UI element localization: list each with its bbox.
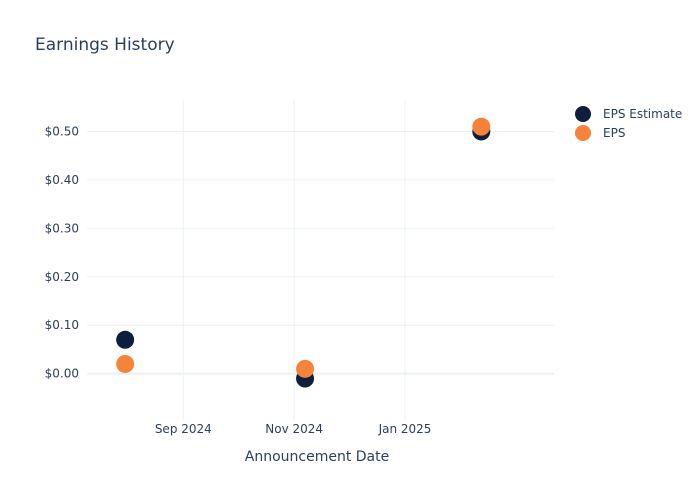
y-tick-label: $0.10 xyxy=(45,318,79,332)
y-tick-label: $0.00 xyxy=(45,367,79,381)
chart-title: Earnings History xyxy=(35,35,175,55)
y-tick-label: $0.40 xyxy=(45,173,79,187)
x-tick-label: Sep 2024 xyxy=(155,422,212,436)
legend-label: EPS Estimate xyxy=(603,107,682,121)
eps-point[interactable] xyxy=(472,117,491,136)
legend[interactable]: EPS Estimate EPS xyxy=(575,106,682,141)
y-axis-ticks: $0.00 $0.10 $0.20 $0.30 $0.40 $0.50 xyxy=(45,124,79,380)
legend-label: EPS xyxy=(603,126,625,140)
legend-item-eps-estimate[interactable]: EPS Estimate xyxy=(575,106,682,122)
y-tick-label: $0.50 xyxy=(45,124,79,138)
legend-marker xyxy=(575,125,591,141)
eps-point[interactable] xyxy=(116,354,135,373)
y-tick-label: $0.20 xyxy=(45,270,79,284)
x-axis-title: Announcement Date xyxy=(245,449,389,465)
legend-marker xyxy=(575,106,591,122)
eps-estimate-point[interactable] xyxy=(116,330,135,349)
x-tick-label: Jan 2025 xyxy=(378,422,432,436)
x-axis-ticks: Sep 2024 Nov 2024 Jan 2025 xyxy=(155,422,432,436)
gridlines xyxy=(87,100,554,420)
y-tick-label: $0.30 xyxy=(45,221,79,235)
legend-item-eps[interactable]: EPS xyxy=(575,125,625,141)
data-points xyxy=(116,117,491,388)
x-tick-label: Nov 2024 xyxy=(265,422,323,436)
eps-point[interactable] xyxy=(296,359,315,378)
